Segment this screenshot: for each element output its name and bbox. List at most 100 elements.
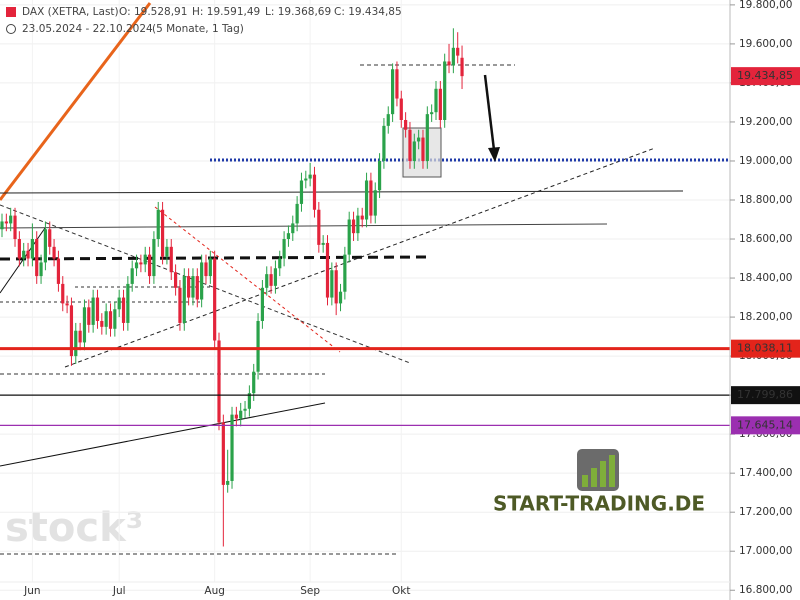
candle-body (147, 254, 152, 277)
candle-body (217, 340, 221, 423)
y-tick-label: 18.600,00 (739, 233, 792, 245)
price-label-box (731, 386, 800, 405)
candle-body (265, 274, 269, 288)
candle-body (434, 88, 438, 113)
candle-body (373, 190, 377, 216)
x-tick-label: Aug (204, 585, 225, 597)
y-tick-label: 19.000,00 (739, 155, 792, 167)
candle-body (4, 221, 8, 224)
period: 23.05.2024 - 22.10.2024 (22, 23, 153, 35)
candles (0, 28, 730, 547)
candle-body (134, 262, 139, 269)
clock-icon (6, 24, 16, 34)
candle-body (234, 414, 238, 419)
x-tick-label: Jun (23, 585, 40, 597)
candle-body (200, 262, 204, 300)
candle-body (204, 262, 208, 277)
candle-body (438, 88, 442, 120)
candle-body (386, 114, 390, 126)
candle-body (312, 174, 317, 210)
candle-body (91, 297, 95, 325)
candle-body (430, 112, 434, 115)
support-line (0, 255, 428, 261)
candle-body (156, 209, 160, 240)
candle-body (325, 242, 330, 298)
price-label: 18.038,11 (737, 342, 793, 355)
candle-body (417, 137, 421, 142)
candle-body (182, 276, 186, 323)
candle-body (239, 410, 243, 419)
candle-body (139, 262, 143, 265)
trend-line (0, 227, 46, 294)
candle-body (443, 61, 447, 120)
candle-body (269, 274, 273, 286)
candle-body (26, 250, 30, 259)
candle-body (330, 270, 334, 298)
y-tick-label: 18.400,00 (739, 272, 792, 284)
candle-body (35, 239, 39, 277)
candle-body (243, 408, 247, 411)
candle-body (299, 180, 304, 204)
candle-body (230, 414, 234, 481)
candle-body (356, 215, 360, 234)
trend-line (0, 204, 411, 364)
candle-body (451, 47, 455, 66)
logo-bar (582, 475, 588, 487)
ohlc-label: O: 19.528,91 (119, 6, 187, 18)
candle-body (282, 239, 286, 259)
candle-body (260, 287, 264, 321)
candle-body (178, 287, 182, 323)
axis-panel (730, 0, 800, 600)
candle-body (369, 180, 373, 216)
candle-body (56, 258, 61, 284)
candle-body (152, 239, 156, 277)
candle-body (100, 320, 104, 327)
candle-body (421, 137, 425, 161)
candle-body (165, 246, 169, 257)
candle-body (399, 98, 403, 120)
candle-body (304, 178, 308, 181)
logo-bar (609, 455, 615, 487)
y-tick-label: 17.200,00 (739, 506, 792, 518)
candle-body (226, 480, 230, 485)
resistance-line (0, 190, 684, 194)
candle-body (117, 297, 121, 310)
y-tick-label: 17.000,00 (739, 545, 792, 557)
logo-bar (600, 461, 606, 487)
candle-body (278, 258, 282, 269)
candle-body (364, 180, 369, 220)
candle-body (61, 283, 65, 304)
candle-body (0, 221, 4, 230)
y-tick-label: 18.200,00 (739, 311, 792, 323)
candle-body (95, 297, 100, 321)
candle-body (425, 114, 429, 161)
y-tick-label: 19.600,00 (739, 38, 792, 50)
candle-body (143, 254, 147, 265)
candle-body (187, 276, 191, 298)
candle-body (213, 258, 217, 341)
y-tick-label: 18.800,00 (739, 194, 792, 206)
candle-body (360, 215, 364, 220)
candle-body (351, 219, 356, 234)
candle-body (39, 262, 43, 277)
y-tick-label: 16.800,00 (739, 584, 792, 596)
candle-body (295, 203, 299, 224)
chart-title: DAX (XETRA, Last) (22, 6, 119, 18)
candle-body (221, 422, 225, 485)
candle-body (9, 215, 13, 224)
candle-body (160, 209, 165, 257)
price-label-box (731, 416, 800, 435)
candle-body (48, 229, 52, 247)
candle-body (191, 276, 195, 298)
logo-bar (591, 468, 597, 487)
price-label: 17.645,14 (737, 418, 793, 431)
candle-body (65, 303, 69, 306)
candle-body (404, 120, 408, 130)
candle-body (447, 61, 451, 66)
candle-body (412, 141, 416, 161)
candle-body (82, 307, 87, 343)
x-tick-label: Jul (112, 585, 126, 597)
symbol-icon (6, 7, 16, 17)
candle-body (247, 393, 251, 409)
